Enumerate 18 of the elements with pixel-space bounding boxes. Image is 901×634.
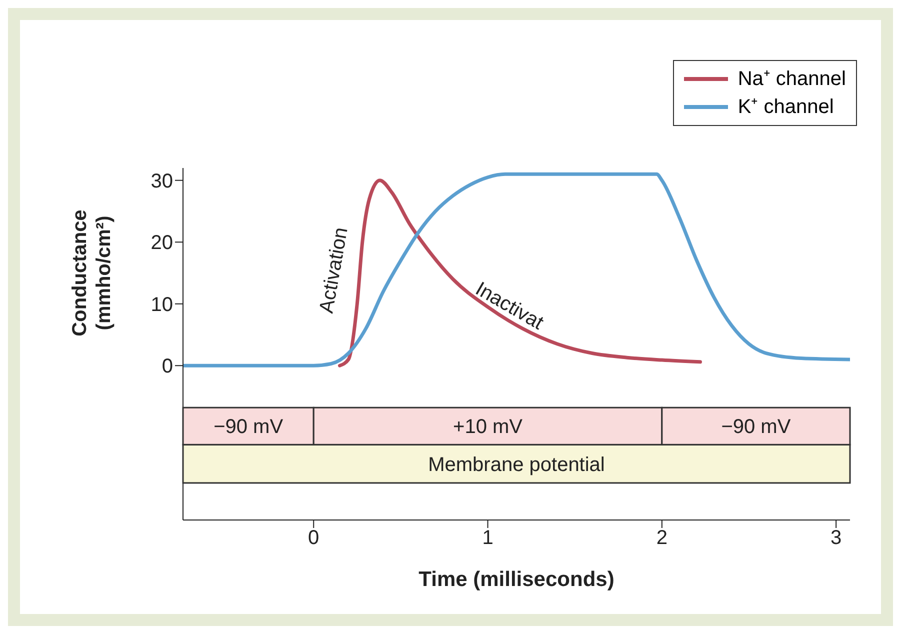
band-label: +10 mV	[453, 416, 524, 438]
band-label: −90 mV	[721, 416, 792, 438]
annotation: Activation	[316, 226, 352, 315]
x-axis-title: Time (milliseconds)	[418, 568, 614, 591]
line-series	[183, 172, 850, 368]
annotation: Membrane potential	[428, 454, 605, 476]
x-tick-label: 3	[830, 527, 842, 550]
y-axis-title: Conductance (mmho/cm²)	[69, 210, 115, 336]
y-tick-label: 30	[150, 170, 173, 192]
band-label: −90 mV	[214, 416, 284, 438]
x-tick-label: 2	[656, 527, 668, 550]
x-tick-label: 0	[308, 527, 320, 550]
y-tick-label: 10	[150, 294, 173, 316]
y-tick-label: 20	[150, 232, 173, 254]
x-tick-label: 1	[482, 527, 494, 550]
y-tick-label: 0	[162, 356, 173, 378]
legend-label: Na⁺ channel	[738, 67, 846, 92]
legend-label: K⁺ channel	[738, 95, 834, 120]
